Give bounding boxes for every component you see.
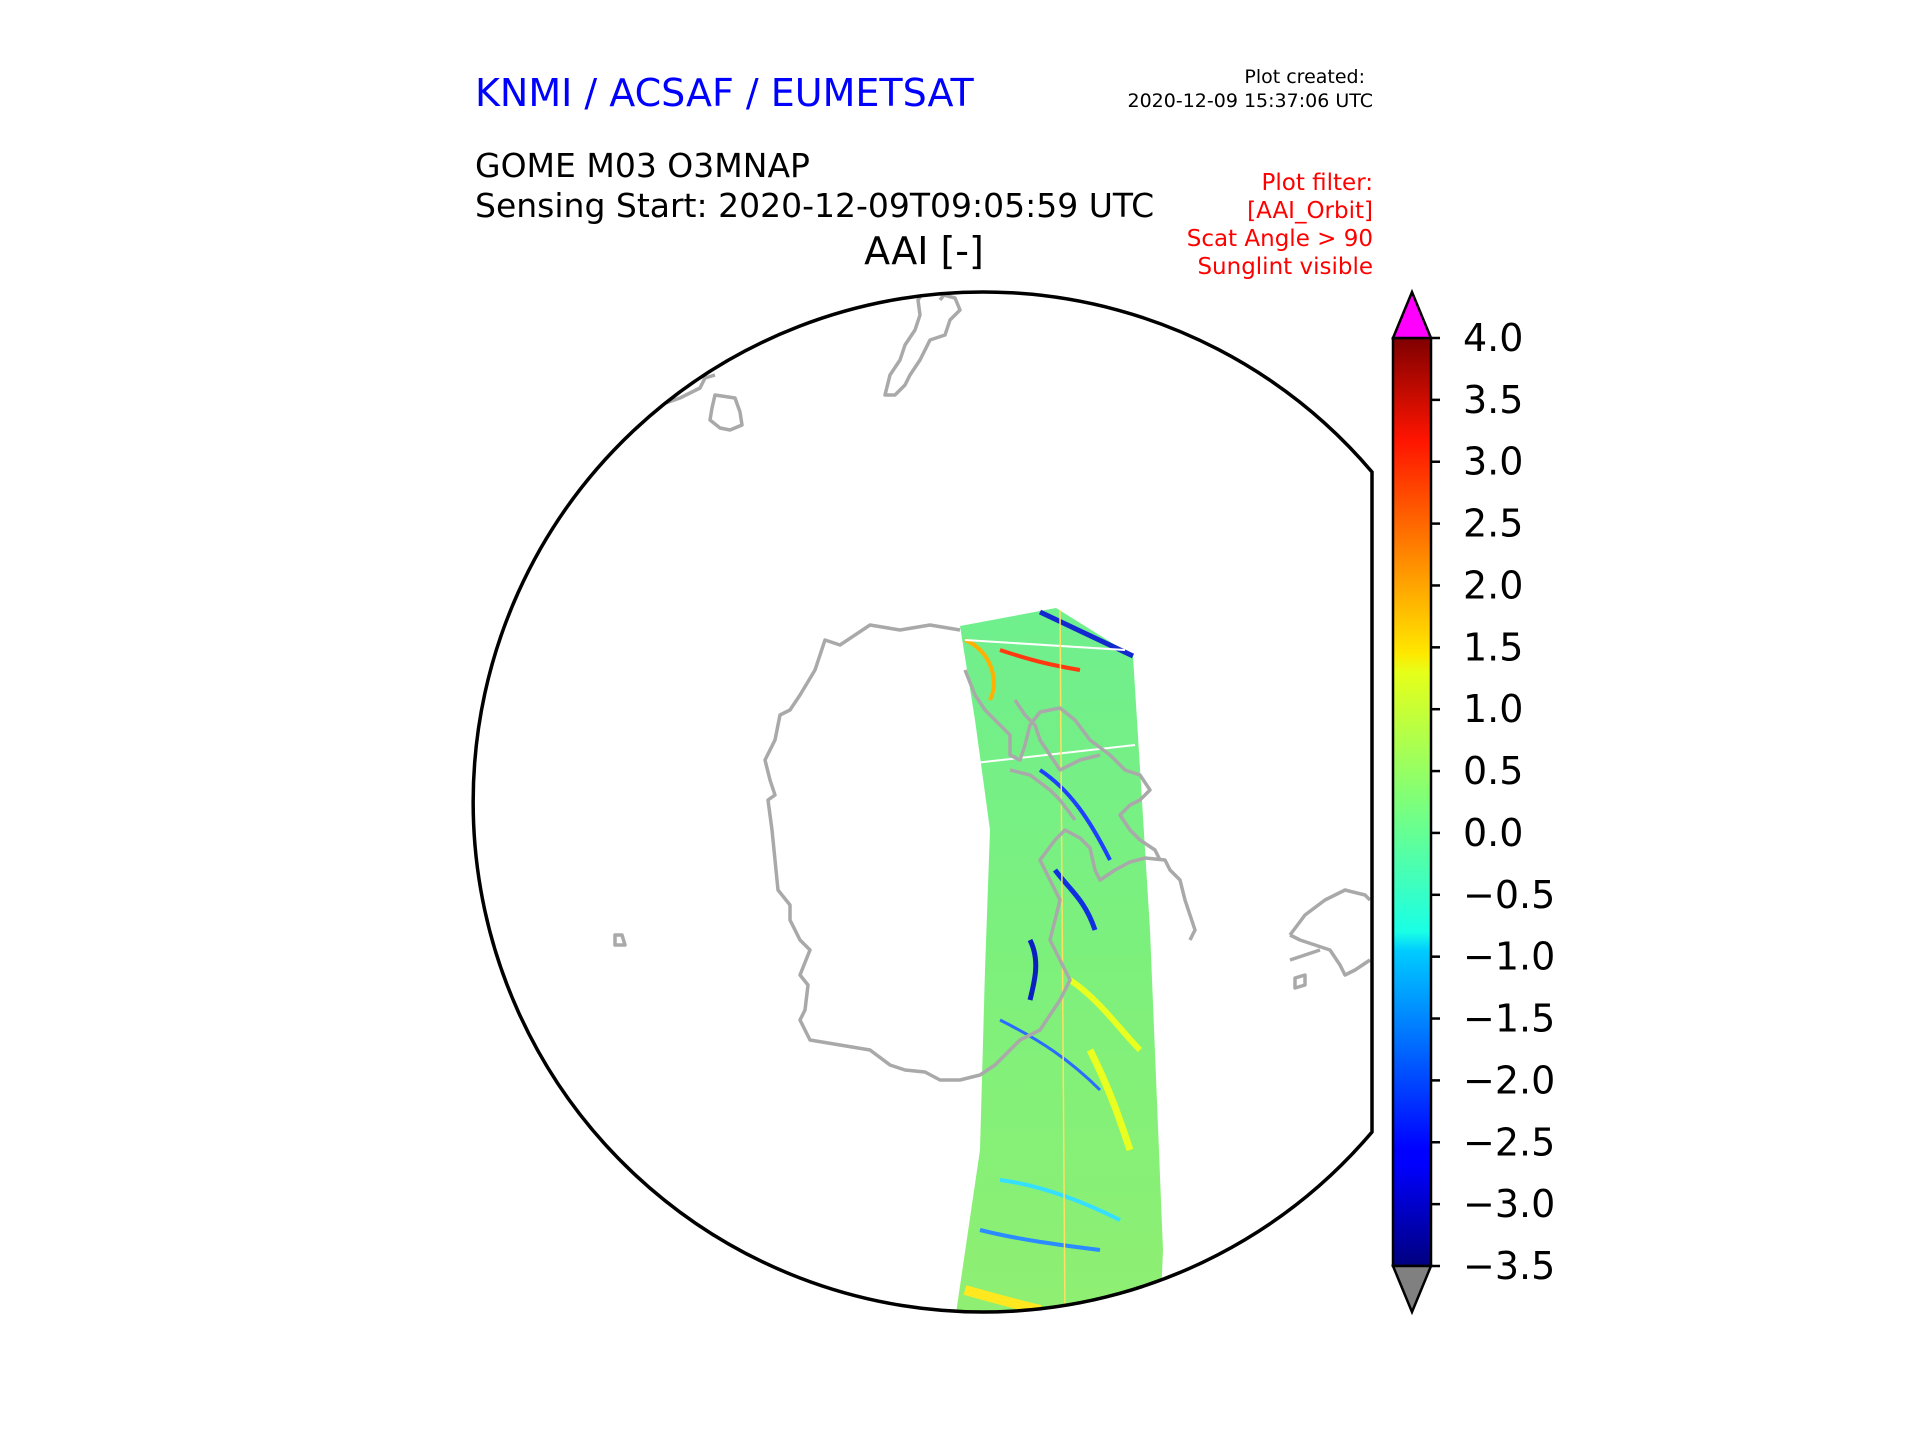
colorbar-tick-label: 1.0 — [1463, 687, 1523, 731]
plot-filter-title: Plot filter: — [1261, 170, 1373, 196]
colorbar-tick-label: −3.0 — [1463, 1182, 1555, 1226]
agency-title: KNMI / ACSAF / EUMETSAT — [475, 71, 975, 115]
product-title: GOME M03 O3MNAP — [475, 146, 810, 185]
colorbar-tick-label: 4.0 — [1463, 316, 1523, 360]
colorbar-tick-label: 2.5 — [1463, 502, 1523, 546]
plot-filter-line: Sunglint visible — [1197, 254, 1373, 280]
map-boundary — [471, 290, 1374, 1314]
colorbar-tick-label: −1.0 — [1463, 935, 1555, 979]
colorbar-tick-label: 2.0 — [1463, 563, 1523, 607]
plot-created-label: Plot created: — [1244, 66, 1365, 88]
colorbar-tick-label: −0.5 — [1463, 873, 1555, 917]
plot-created-timestamp: 2020-12-09 15:37:06 UTC — [1128, 90, 1374, 112]
colorbar-over-extension — [1391, 288, 1433, 340]
colorbar-tick-label: 3.5 — [1463, 378, 1523, 422]
colorbar-tick-label: 3.0 — [1463, 440, 1523, 484]
colorbar-tick-label: −2.0 — [1463, 1058, 1555, 1102]
colorbar-tick-label: 1.5 — [1463, 625, 1523, 669]
colorbar-under-extension — [1391, 1264, 1433, 1316]
colorbar-tick-label: 0.5 — [1463, 749, 1523, 793]
map-area — [471, 290, 1374, 1314]
colorbar-tick-label: −3.5 — [1463, 1244, 1555, 1288]
colorbar: 4.0 3.5 3.0 2.5 2.0 1.5 1.0 0.5 0.0 −0.5 −1.0 −1.5 −… — [1391, 288, 1555, 1316]
colorbar-ticks: 4.0 3.5 3.0 2.5 2.0 1.5 1.0 0.5 0.0 −0.5 −1.0 −1.5 −… — [1431, 316, 1555, 1288]
colorbar-tick-label: −1.5 — [1463, 997, 1555, 1041]
sensing-start: Sensing Start: 2020-12-09T09:05:59 UTC — [475, 186, 1154, 225]
variable-title: AAI [-] — [864, 229, 984, 273]
colorbar-tick-label: −2.5 — [1463, 1120, 1555, 1164]
plot-filter-line: [AAI_Orbit] — [1247, 198, 1373, 224]
plot-filter-line: Scat Angle > 90 — [1187, 226, 1373, 252]
colorbar-gradient — [1391, 336, 1433, 1268]
aai-swath — [955, 608, 1163, 1313]
colorbar-tick-label: 0.0 — [1463, 811, 1523, 855]
